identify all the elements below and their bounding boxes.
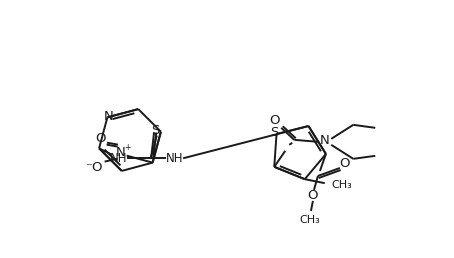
Text: N: N <box>104 110 113 123</box>
Text: +: + <box>124 143 131 152</box>
Text: S: S <box>271 125 279 139</box>
Text: O: O <box>308 189 318 203</box>
Text: N: N <box>116 146 125 159</box>
Text: O: O <box>95 132 106 145</box>
Text: CH₃: CH₃ <box>332 180 352 190</box>
Text: N: N <box>319 134 329 147</box>
Text: S: S <box>151 124 159 137</box>
Text: ⁻O: ⁻O <box>85 161 103 174</box>
Text: O: O <box>269 114 280 127</box>
Text: NH: NH <box>166 152 184 165</box>
Text: O: O <box>340 157 350 171</box>
Text: CH₃: CH₃ <box>300 215 321 225</box>
Text: NH: NH <box>110 152 128 165</box>
